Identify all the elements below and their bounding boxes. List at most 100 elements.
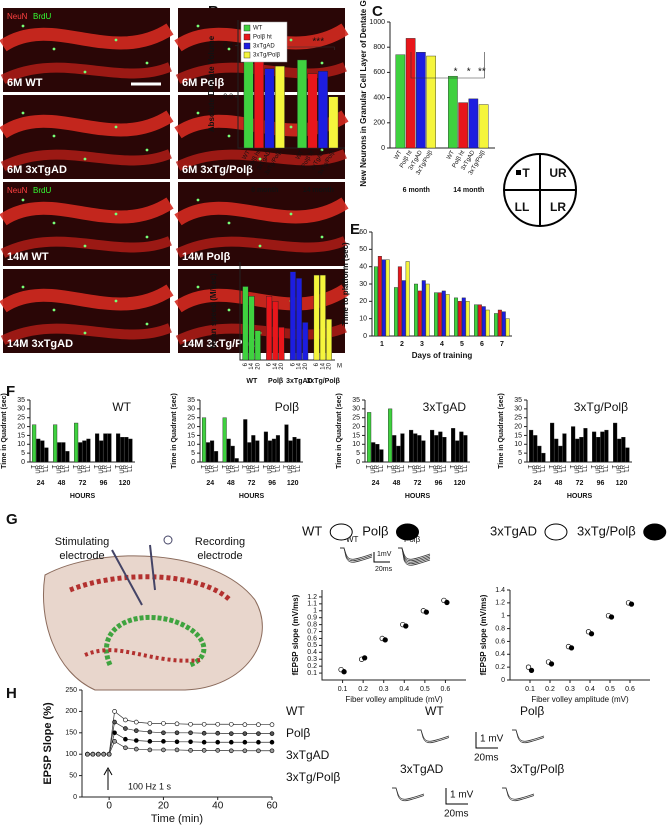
bar (95, 433, 100, 463)
bar (271, 438, 276, 463)
y-tick-label: 30 (359, 281, 367, 288)
y-tick-label: 200 (65, 708, 77, 715)
bar (296, 438, 301, 463)
bar (116, 433, 121, 463)
point (215, 739, 221, 745)
legend-marker (544, 523, 568, 541)
bar-label: LR (375, 464, 381, 472)
annotation: ** (478, 67, 486, 78)
point (242, 739, 248, 745)
quadrant-label: T (522, 166, 530, 180)
bar-label: UR (413, 464, 419, 473)
bar-label: LL (128, 464, 134, 471)
y-tick-label: 10 (359, 316, 367, 323)
category-label: 3xTgAD (286, 378, 312, 385)
bar (206, 442, 211, 463)
category-label: 7 (500, 341, 504, 348)
point (256, 722, 261, 727)
point (161, 747, 166, 753)
y-tick-label: 0 (191, 459, 195, 466)
point (215, 730, 221, 736)
y-tick-label: 35 (17, 397, 25, 404)
x-tick-label: 0.3 (379, 686, 389, 693)
point (133, 719, 139, 725)
bar-label: LR (40, 464, 46, 472)
bar-label: T (451, 465, 457, 469)
y-tick-label: 0 (363, 333, 367, 340)
bar-label: LL (379, 464, 385, 471)
brdu-cell (289, 212, 293, 216)
g-trace (398, 547, 431, 566)
bar (465, 301, 470, 337)
axis (321, 590, 466, 681)
bar (417, 435, 422, 463)
granule-layer (0, 110, 174, 139)
bar (313, 274, 320, 361)
brdu-cell (21, 111, 25, 115)
bar-label: UR (575, 464, 581, 473)
point (112, 739, 117, 744)
x-axis-label: Days of training (412, 351, 473, 360)
category-label: 14 month (453, 187, 484, 194)
bar (592, 431, 597, 463)
brdu-cell (145, 322, 149, 326)
x-tick-label: 60 (266, 801, 278, 812)
panel-letter: E (350, 221, 360, 238)
point (528, 667, 535, 674)
x-tick-label: 0.5 (605, 686, 615, 693)
dentate-layer (104, 614, 207, 668)
bar-label: 20 (255, 362, 261, 369)
point (201, 721, 207, 727)
y-tick-label: 200 (373, 120, 385, 127)
brdu-cell (21, 198, 25, 202)
point (525, 664, 532, 670)
bar (421, 440, 426, 463)
y-tick-label: 30 (17, 406, 25, 413)
bar (202, 417, 207, 463)
bar (296, 278, 303, 361)
bar (541, 452, 546, 463)
schematic-label: electrode (197, 550, 242, 562)
x-axis-label: HOURS (239, 493, 265, 500)
point (228, 748, 234, 754)
bar (397, 266, 402, 337)
chart-title: Polβ (275, 400, 299, 414)
schematic-label: Recording (195, 536, 245, 548)
y-tick-label: 400 (373, 94, 385, 101)
legend-label: 3xTgAD (253, 44, 275, 50)
category-label: 72 (576, 480, 584, 487)
point (123, 745, 128, 751)
y-tick-label: 10 (17, 441, 25, 448)
bar (571, 426, 576, 463)
bar (267, 440, 272, 463)
brdu-cell (83, 157, 87, 161)
h-trace (502, 787, 535, 802)
y-tick-label: 0 (381, 145, 385, 152)
y-tick-label: 35 (514, 397, 522, 404)
bar (621, 437, 626, 463)
y-tick-label: 35 (187, 397, 195, 404)
chart-title: WT (112, 400, 131, 414)
y-axis-label: Time to platform (sec) (341, 242, 350, 326)
y-tick-label: 15 (514, 432, 522, 439)
point (174, 721, 180, 727)
h-trace (512, 729, 545, 742)
y-tick-label: 20 (514, 423, 522, 430)
bar (248, 296, 255, 361)
bar-label: LL (604, 464, 610, 471)
category-label: 5 (460, 341, 464, 348)
category-label: 4 (440, 341, 444, 348)
y-tick-label: 60 (359, 229, 367, 236)
bar-label: UR (533, 464, 539, 473)
bar (537, 445, 542, 463)
bar-label: UR (36, 464, 42, 473)
brdu-cell (227, 134, 231, 138)
bar-label: T (263, 465, 269, 469)
h-trace (417, 729, 450, 742)
bar-label: LR (103, 464, 109, 472)
bar-label: LR (558, 464, 564, 472)
bar (124, 437, 129, 463)
category-label: 14 month (303, 187, 334, 194)
brdu-cell (196, 198, 200, 202)
point (106, 751, 112, 757)
